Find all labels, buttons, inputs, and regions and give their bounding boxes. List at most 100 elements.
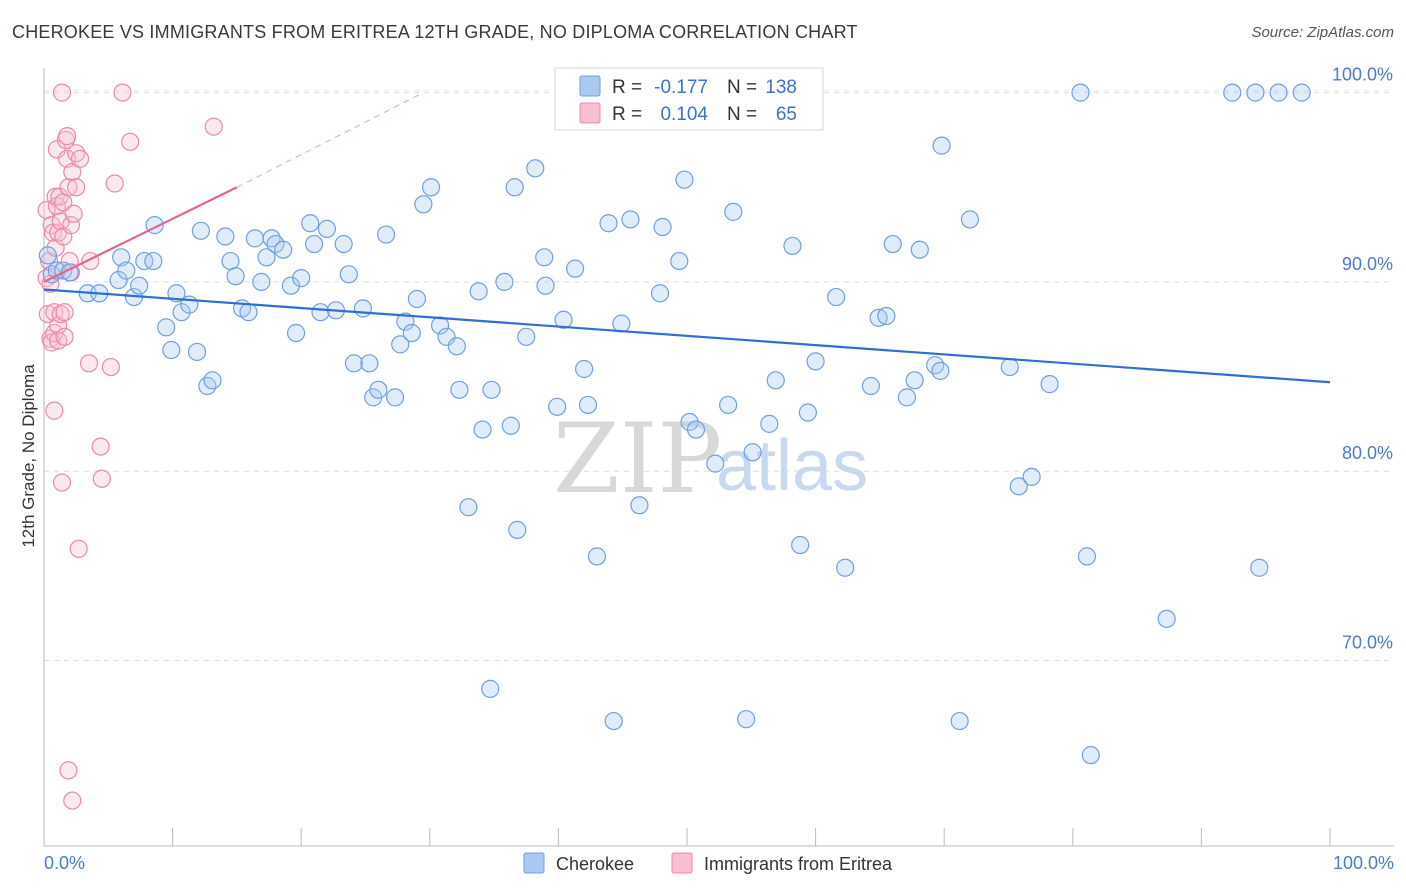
cherokee-point: [1071, 83, 1090, 102]
cherokee-point: [130, 276, 149, 295]
cherokee-point: [450, 380, 469, 399]
axes: [43, 68, 1394, 847]
cherokee-point: [806, 352, 825, 371]
cherokee-point: [578, 395, 598, 415]
eritrea-point: [91, 437, 110, 456]
cherokee-point: [473, 420, 492, 439]
cherokee-point: [1269, 83, 1288, 102]
cherokee-point: [360, 354, 379, 373]
watermark-atlas: atlas: [716, 426, 868, 506]
cherokee-point: [144, 251, 163, 271]
cherokee-point: [301, 214, 320, 233]
cherokee-point: [650, 284, 670, 303]
eritrea-point: [59, 178, 78, 197]
cherokee-point: [226, 267, 245, 286]
y-tick-label: 80.0%: [1342, 443, 1393, 463]
eritrea-point: [70, 149, 90, 168]
cherokee-point: [376, 225, 396, 244]
cherokee-point: [353, 299, 373, 318]
legend-r-value-eritrea: 0.104: [660, 104, 708, 125]
cherokee-point: [239, 303, 258, 322]
cherokee-point: [157, 318, 176, 337]
cherokee-point: [950, 711, 969, 731]
cherokee-point: [216, 227, 235, 246]
cherokee-point: [203, 371, 222, 390]
cherokee-point: [536, 276, 555, 295]
series-legend-eritrea: Immigrants from Eritrea: [704, 854, 893, 874]
cherokee-point: [910, 240, 929, 259]
cherokee-point: [369, 380, 388, 399]
cherokee-point: [421, 178, 441, 197]
eritrea-point: [204, 117, 223, 136]
cherokee-point: [334, 234, 353, 254]
cherokee-point: [743, 443, 762, 462]
cherokee-point: [508, 520, 527, 539]
legend-r-label-cherokee: R =: [612, 77, 642, 98]
cherokee-point: [469, 282, 488, 301]
y-axis-title: 12th Grade, No Diploma: [19, 364, 38, 548]
y-tick-label: 70.0%: [1342, 632, 1393, 652]
cherokee-point: [172, 303, 191, 322]
eritrea-point: [61, 216, 81, 235]
cherokee-point: [931, 361, 950, 380]
x-ticks: [43, 828, 1331, 846]
cherokee-point: [447, 337, 466, 356]
cherokee-point: [1022, 467, 1041, 486]
cherokee-point: [501, 416, 520, 435]
eritrea-point: [59, 761, 78, 780]
cherokee-point: [861, 376, 880, 396]
cherokee-point: [339, 265, 358, 284]
stats-legend: R = -0.177 N = 138 R = 0.104 N = 65: [554, 67, 824, 131]
cherokee-point: [612, 314, 631, 333]
cherokee-point: [187, 342, 207, 362]
eritrea-point: [64, 204, 83, 223]
cherokee-point: [630, 496, 649, 515]
cherokee-point: [724, 202, 743, 221]
cherokee-point: [621, 210, 640, 229]
cherokee-point: [1000, 357, 1019, 377]
y-tick-label: 90.0%: [1342, 254, 1393, 274]
cherokee-point: [396, 312, 415, 331]
cherokee-point: [897, 388, 917, 407]
legend-n-value-cherokee: 138: [765, 77, 797, 98]
cherokee-point: [38, 246, 57, 265]
eritrea-point: [55, 327, 74, 346]
cherokee-point: [286, 323, 306, 343]
series-legend-swatch-eritrea: [671, 852, 693, 874]
cherokee-point: [481, 679, 500, 698]
legend-n-label-eritrea: N =: [727, 104, 757, 125]
cherokee-point: [1250, 558, 1269, 577]
eritrea-points: [37, 83, 223, 810]
cherokee-point: [535, 248, 554, 267]
legend-r-label-eritrea: R =: [612, 104, 642, 125]
eritrea-point: [79, 354, 99, 373]
cherokee-point: [117, 261, 136, 280]
eritrea-trend-line: [43, 186, 238, 283]
cherokee-point: [198, 376, 217, 396]
eritrea-point: [92, 469, 111, 488]
eritrea-point: [63, 791, 82, 810]
series-legend-swatch-cherokee: [523, 852, 545, 874]
cherokee-point: [304, 234, 324, 254]
cherokee-point: [1246, 83, 1265, 102]
cherokee-point: [385, 388, 405, 407]
cherokee-point: [505, 178, 524, 197]
cherokee-point: [344, 354, 364, 373]
eritrea-point: [105, 174, 124, 193]
legend-n-value-eritrea: 65: [776, 104, 797, 125]
cherokee-point: [675, 170, 694, 189]
cherokee-point: [252, 272, 271, 292]
cherokee-point: [1157, 609, 1176, 628]
cherokee-point: [281, 276, 301, 295]
cherokee-point: [221, 251, 240, 271]
legend-n-label-cherokee: N =: [727, 77, 757, 98]
cherokee-point: [575, 359, 594, 379]
cherokee-point: [566, 259, 585, 278]
cherokee-point: [548, 397, 567, 416]
cherokee-point: [407, 289, 427, 309]
cherokee-point: [686, 420, 706, 439]
x-tick-label-min: 0.0%: [44, 853, 85, 873]
eritrea-point: [45, 401, 64, 420]
cherokee-point: [292, 269, 311, 288]
